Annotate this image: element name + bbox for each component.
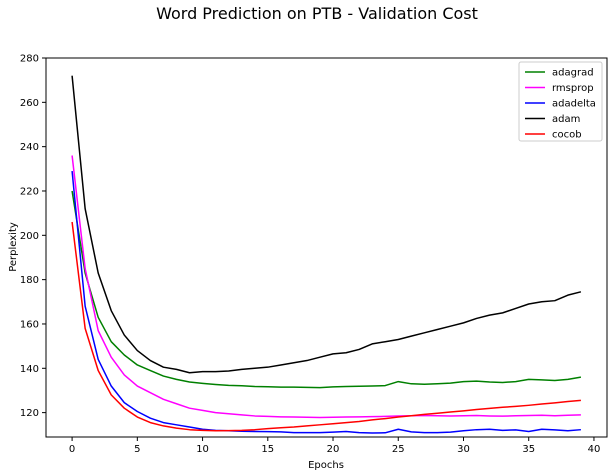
plot-area xyxy=(46,58,607,437)
x-tick-label: 30 xyxy=(457,444,470,455)
x-axis-label: Epochs xyxy=(308,460,344,471)
y-tick-label: 200 xyxy=(20,231,39,242)
legend-label-adam: adam xyxy=(552,114,580,125)
plot-frame xyxy=(45,57,608,438)
series-line-adam xyxy=(71,75,582,374)
y-axis-label: Perplexity xyxy=(8,222,19,272)
series-line-adadelta xyxy=(71,170,581,434)
legend-label-adagrad: adagrad xyxy=(552,68,594,79)
y-tick-label: 120 xyxy=(20,408,39,419)
x-axis: 0 5 10 15 20 25 30 35 40 xyxy=(69,437,600,455)
x-tick-label: 35 xyxy=(522,444,535,455)
legend-label-cocob: cocob xyxy=(552,130,582,141)
y-tick-label: 280 xyxy=(20,54,39,65)
x-tick-label: 15 xyxy=(261,444,274,455)
y-tick-label: 160 xyxy=(20,319,39,330)
y-axis: 120 140 160 180 200 220 240 260 280 xyxy=(20,54,46,419)
x-tick-label: 20 xyxy=(327,444,340,455)
legend-label-adadelta: adadelta xyxy=(552,99,596,110)
legend-box xyxy=(518,61,603,142)
y-tick-label: 220 xyxy=(20,186,39,197)
y-tick-label: 180 xyxy=(20,275,39,286)
x-tick-label: 40 xyxy=(588,444,601,455)
series-line-adagrad xyxy=(71,190,582,389)
x-tick-label: 0 xyxy=(69,444,75,455)
y-tick-label: 140 xyxy=(20,364,39,375)
x-tick-label: 5 xyxy=(134,444,140,455)
legend-label-rmsprop: rmsprop xyxy=(552,83,594,94)
x-tick-label: 25 xyxy=(392,444,405,455)
legend: adagrad rmsprop adadelta adam cocob xyxy=(518,61,603,142)
series-layer xyxy=(71,75,582,434)
x-tick-label: 10 xyxy=(196,444,209,455)
chart-title: Word Prediction on PTB - Validation Cost xyxy=(156,4,478,23)
y-tick-label: 260 xyxy=(20,98,39,109)
series-line-rmsprop xyxy=(71,155,581,419)
series-line-cocob xyxy=(71,221,581,432)
y-tick-label: 240 xyxy=(20,142,39,153)
